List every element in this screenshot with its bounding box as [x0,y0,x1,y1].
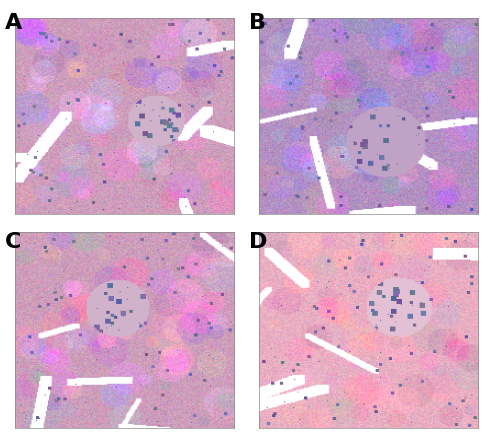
Text: C: C [5,232,21,252]
Text: B: B [249,13,266,33]
Text: A: A [5,13,22,33]
Text: D: D [249,232,267,252]
